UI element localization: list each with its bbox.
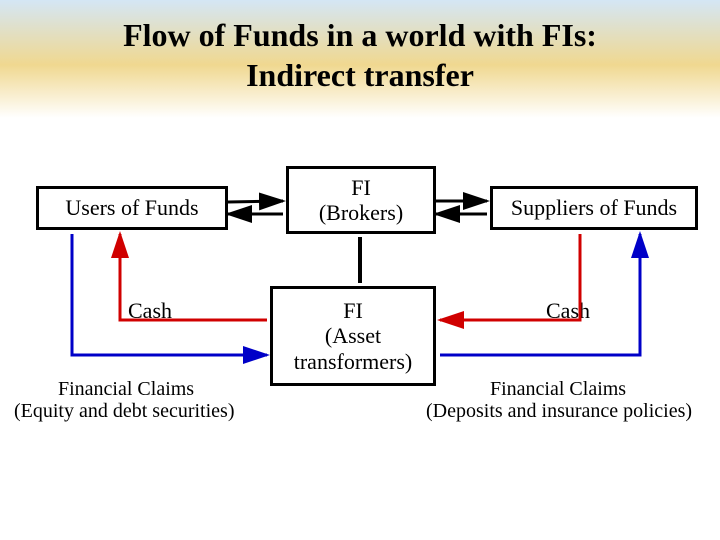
label-cash-right: Cash bbox=[546, 298, 590, 323]
arrow-claims-from-users bbox=[72, 234, 267, 355]
arrow-claims-to-suppliers bbox=[440, 234, 640, 355]
arrow-users-to-brokers bbox=[228, 201, 283, 202]
node-users-of-funds: Users of Funds bbox=[36, 186, 228, 230]
label-cash-left: Cash bbox=[128, 298, 172, 323]
node-fi-asset-transformers: FI (Asset transformers) bbox=[270, 286, 436, 386]
label-claims-right-1: Financial Claims bbox=[490, 378, 626, 401]
node-asset-label: FI (Asset transformers) bbox=[294, 298, 413, 374]
page-title: Flow of Funds in a world with FIs: Indir… bbox=[0, 0, 720, 95]
node-suppliers-of-funds: Suppliers of Funds bbox=[490, 186, 698, 230]
title-line-2: Indirect transfer bbox=[246, 57, 474, 93]
title-line-1: Flow of Funds in a world with FIs: bbox=[123, 17, 597, 53]
node-brokers-label: FI (Brokers) bbox=[319, 175, 403, 226]
label-claims-right-2: (Deposits and insurance policies) bbox=[426, 400, 692, 423]
node-fi-brokers: FI (Brokers) bbox=[286, 166, 436, 234]
node-users-label: Users of Funds bbox=[65, 195, 198, 220]
label-claims-left-2: (Equity and debt securities) bbox=[14, 400, 235, 423]
node-suppliers-label: Suppliers of Funds bbox=[511, 195, 677, 220]
title-gradient-band: Flow of Funds in a world with FIs: Indir… bbox=[0, 0, 720, 118]
label-claims-left-1: Financial Claims bbox=[58, 378, 194, 401]
